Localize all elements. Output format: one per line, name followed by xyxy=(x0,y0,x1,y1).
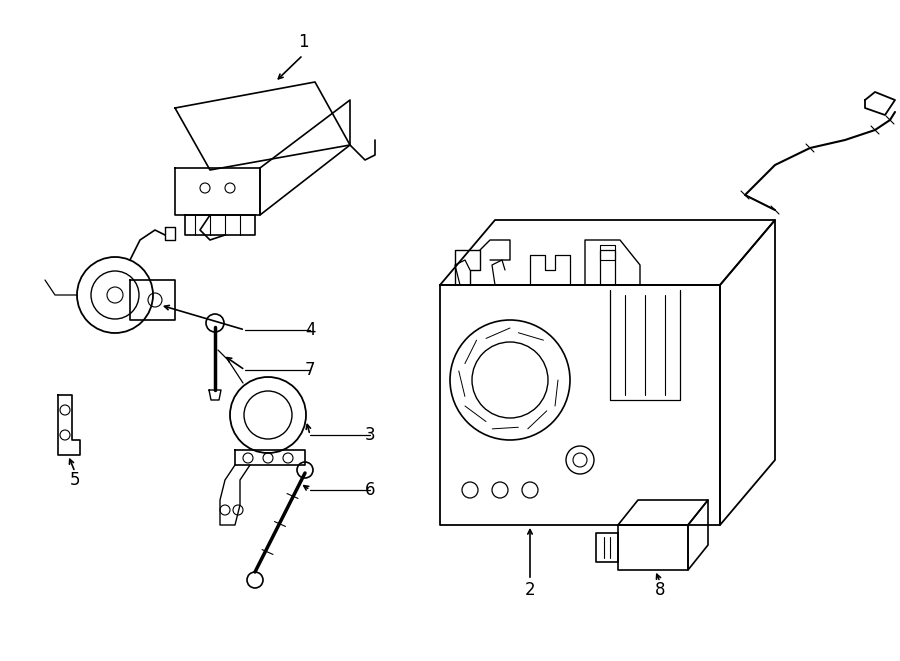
Text: 6: 6 xyxy=(364,481,375,499)
Text: 4: 4 xyxy=(305,321,315,339)
Text: 5: 5 xyxy=(70,471,80,489)
Text: 2: 2 xyxy=(525,581,535,599)
Text: 8: 8 xyxy=(655,581,665,599)
Text: 1: 1 xyxy=(298,33,309,51)
Text: 3: 3 xyxy=(364,426,375,444)
Text: 7: 7 xyxy=(305,361,315,379)
